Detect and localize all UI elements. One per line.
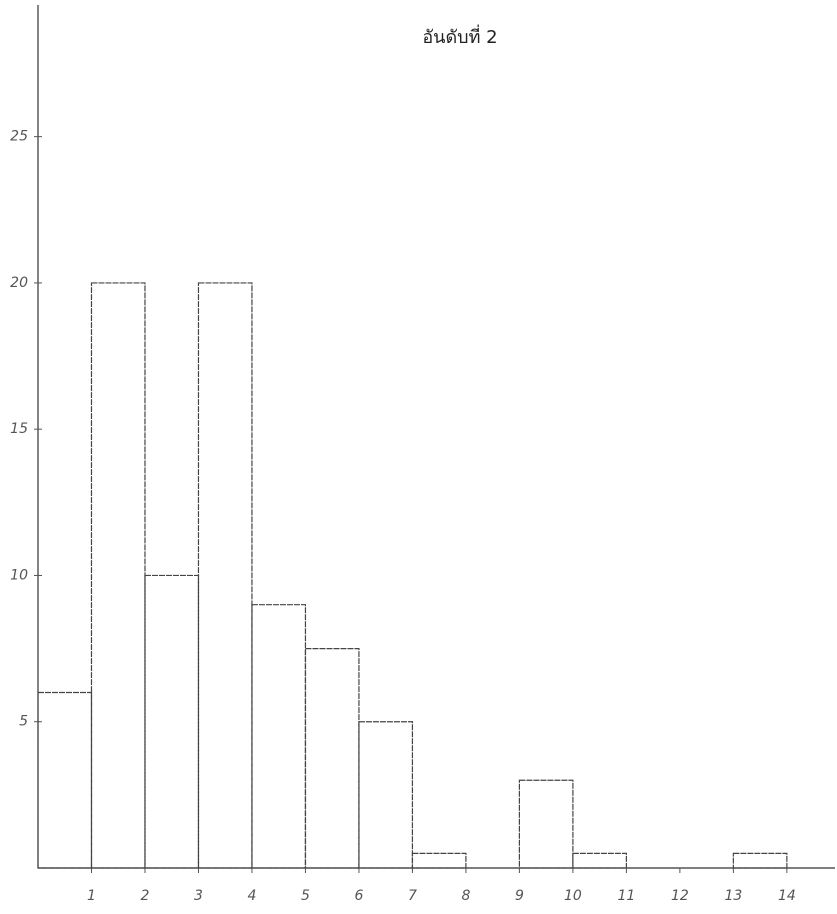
x-tick-label: 11: [617, 888, 635, 904]
x-tick-label: 1: [87, 888, 96, 904]
x-tick-label: 5: [301, 888, 310, 904]
y-tick-label: 25: [10, 129, 28, 145]
x-tick-label: 2: [141, 888, 150, 904]
bar: [38, 692, 91, 868]
x-tick-label: 12: [671, 888, 689, 904]
bar: [198, 283, 251, 868]
chart: อันดับที่ 2 5101520251234567891011121314: [0, 0, 837, 914]
x-tick-label: 14: [778, 888, 796, 904]
bar: [252, 605, 305, 868]
bar: [305, 649, 358, 868]
bar: [91, 283, 144, 868]
x-tick-label: 9: [515, 888, 524, 904]
x-tick-label: 7: [408, 888, 417, 904]
y-tick-label: 10: [10, 567, 28, 583]
bar: [412, 853, 465, 868]
bar: [145, 575, 198, 868]
x-tick-label: 10: [564, 888, 582, 904]
y-tick-label: 5: [19, 714, 28, 730]
bar: [359, 722, 412, 868]
bar: [519, 780, 572, 868]
bar: [573, 853, 626, 868]
x-tick-label: 13: [724, 888, 742, 904]
y-tick-label: 20: [10, 275, 28, 291]
x-tick-label: 6: [354, 888, 363, 904]
x-tick-label: 4: [247, 888, 256, 904]
chart-title: อันดับที่ 2: [422, 24, 497, 48]
x-tick-label: 8: [461, 888, 470, 904]
bar: [733, 853, 786, 868]
x-tick-label: 3: [194, 888, 203, 904]
y-tick-label: 15: [10, 421, 28, 437]
page: อันดับที่ 2 5101520251234567891011121314…: [0, 0, 837, 914]
